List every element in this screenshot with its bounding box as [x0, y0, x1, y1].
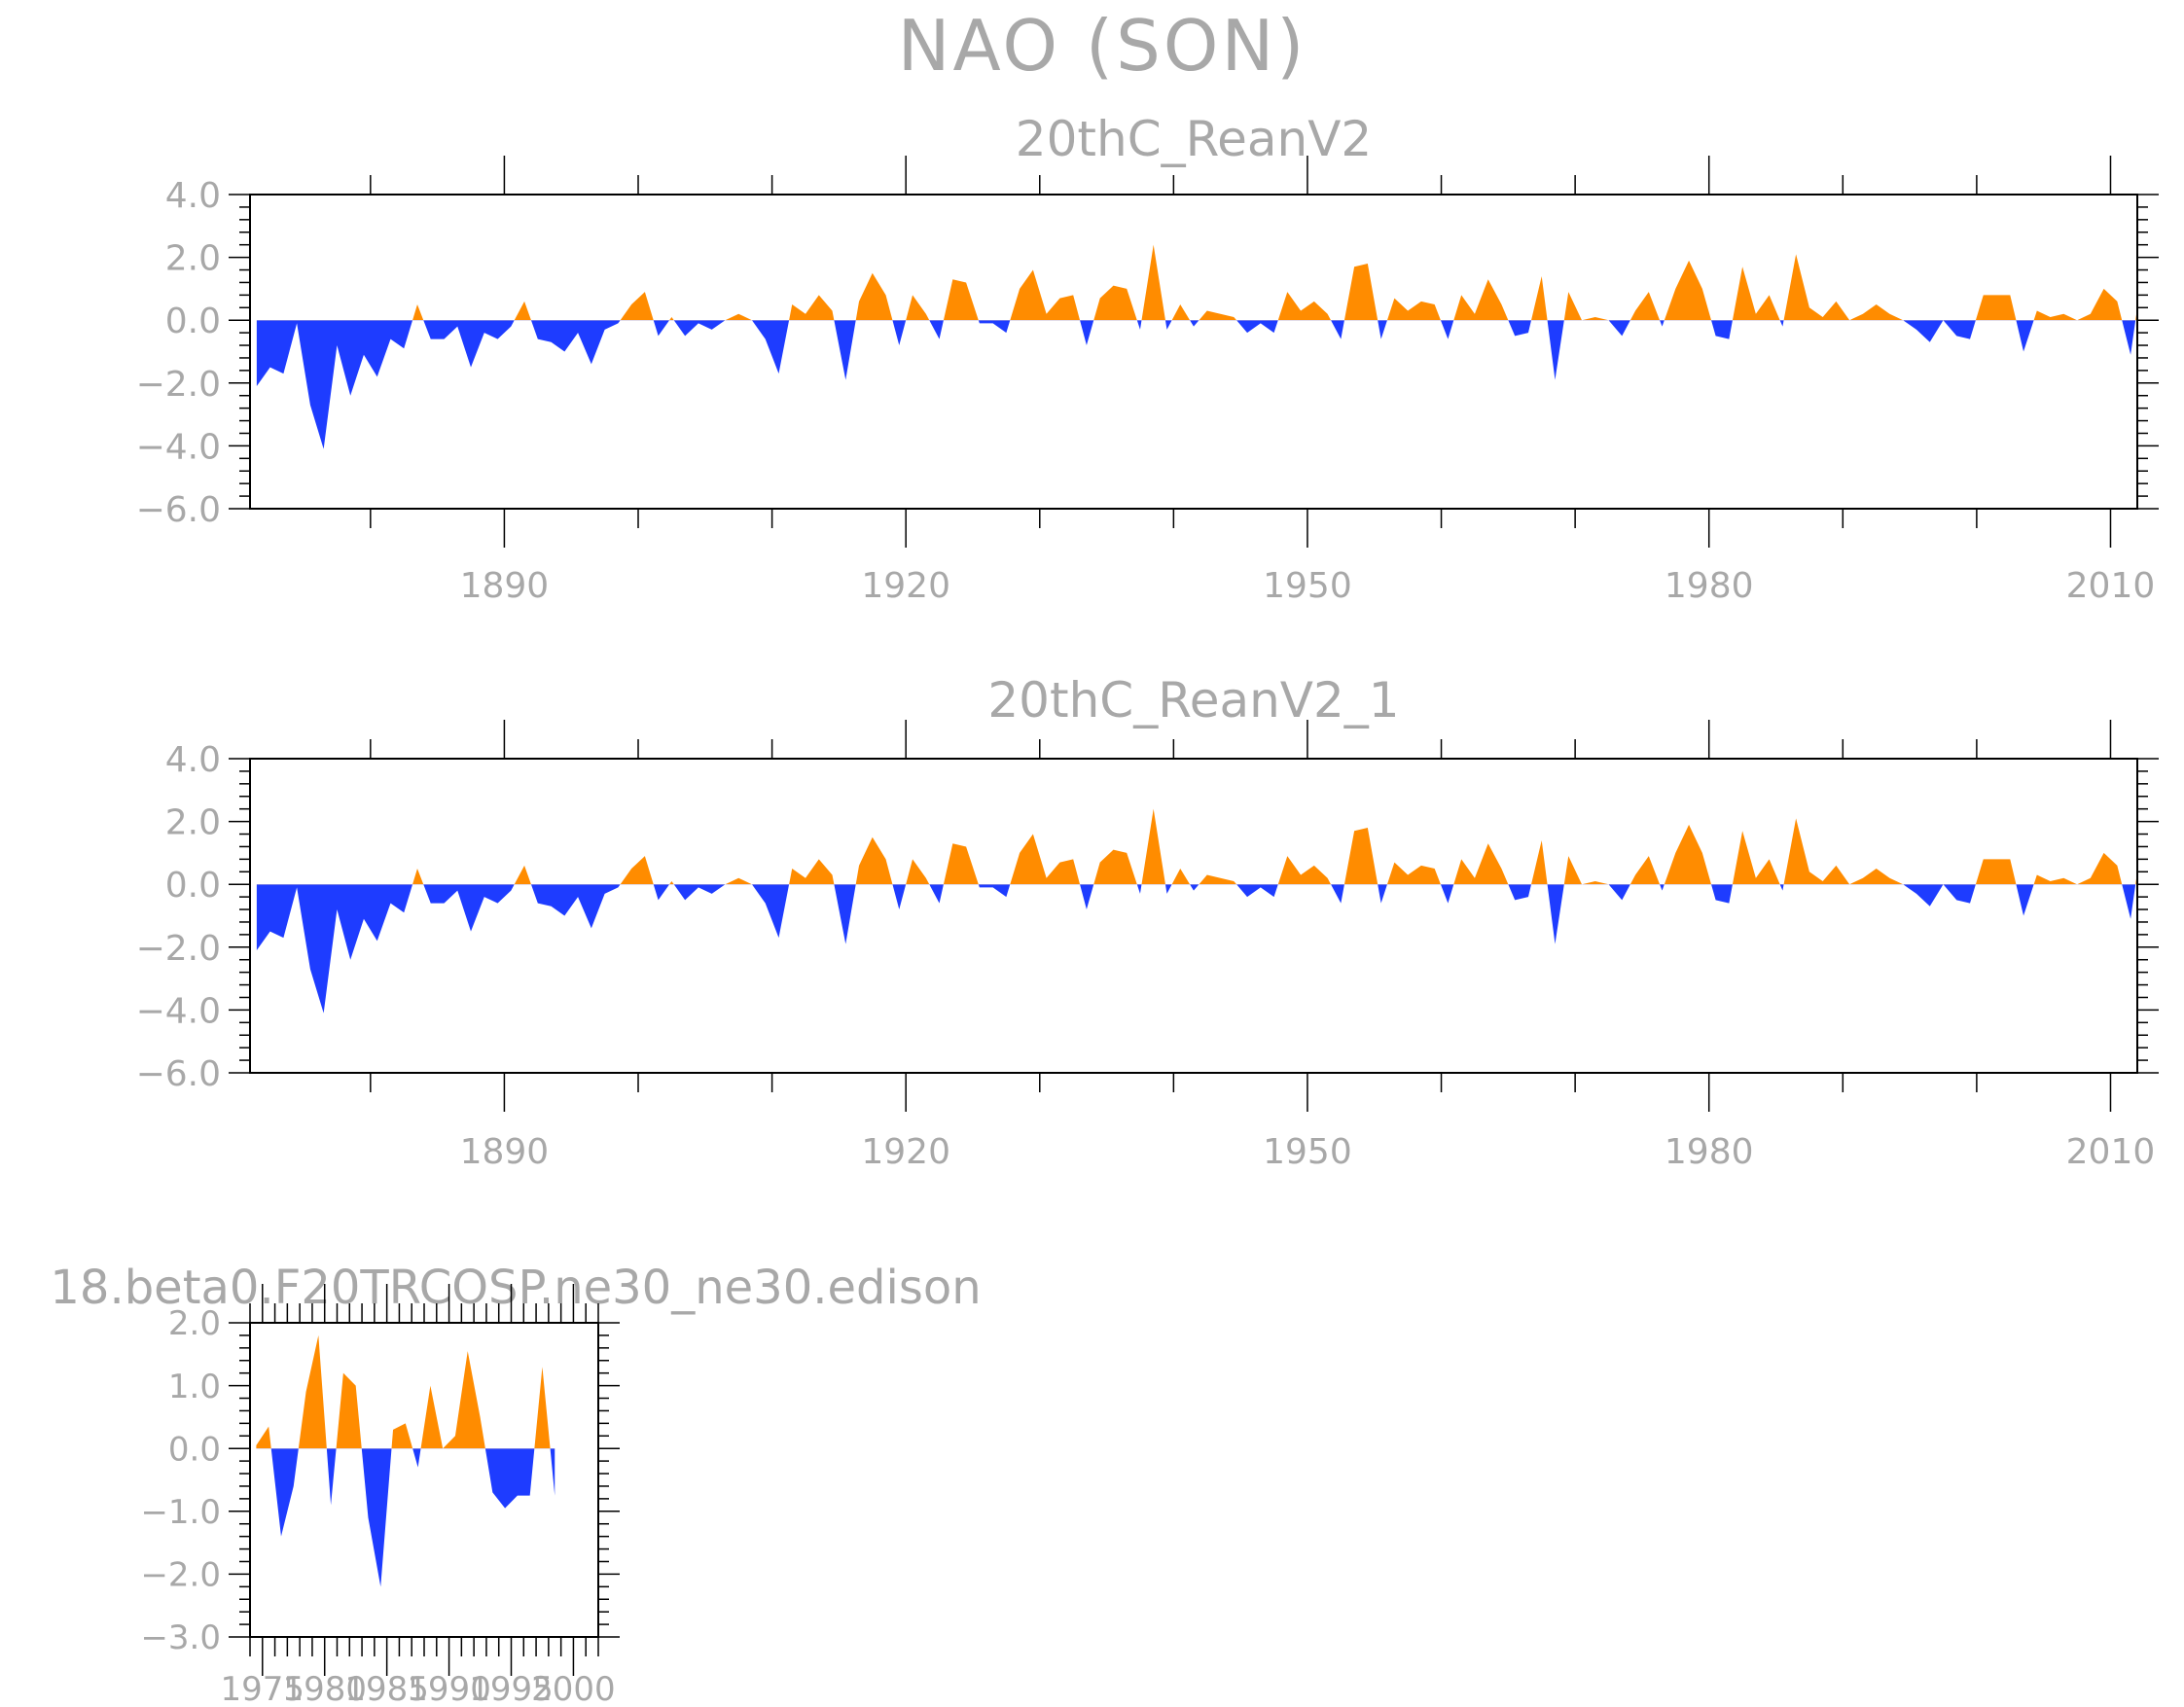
x-tick-label: 1890	[460, 566, 550, 606]
positive-area	[412, 244, 2137, 321]
y-tick-label: −6.0	[136, 1054, 221, 1094]
y-tick-label: 4.0	[165, 176, 221, 216]
x-tick-label: 1980	[1665, 1132, 1754, 1172]
x-tick-label: 1920	[861, 566, 950, 606]
y-tick-label: 0.0	[168, 1430, 221, 1469]
panel-title: 18.beta0.F20TRCOSP.ne30_ne30.edison	[50, 1261, 981, 1315]
y-tick-label: −3.0	[140, 1618, 221, 1657]
y-tick-label: 0.0	[165, 302, 221, 341]
x-tick-label: 2000	[531, 1670, 616, 1707]
y-tick-label: −4.0	[136, 991, 221, 1031]
y-tick-label: −6.0	[136, 490, 221, 530]
x-tick-label: 1980	[282, 1670, 367, 1707]
negative-area	[256, 884, 2136, 1014]
plot-frame	[249, 1322, 599, 1638]
chart-panel-1: 20thC_ReanV2 −6.0 −4.0 −2.0 0.0 2.0 4.0 1890 192…	[136, 111, 2159, 606]
chart-panel-3: 18.beta0.F20TRCOSP.ne30_ne30.edison −3.0 −…	[50, 1261, 981, 1707]
y-tick-label: 2.0	[165, 239, 221, 279]
x-tick-label: 1990	[407, 1670, 491, 1707]
y-tick-label: −2.0	[140, 1556, 221, 1595]
y-tick-label: −4.0	[136, 427, 221, 467]
chart-panel-2: 20thC_ReanV2_1 −6.0 −4.0 −2.0 0.0 2.0 4.0 1890 1…	[136, 672, 2159, 1172]
y-tick-label: 4.0	[165, 740, 221, 780]
y-tick-label: −2.0	[136, 929, 221, 969]
x-tick-label: 1995	[469, 1670, 554, 1707]
y-tick-label: −2.0	[136, 365, 221, 405]
x-tick-label: 1980	[1665, 566, 1754, 606]
figure-title: NAO (SON)	[898, 5, 1307, 87]
y-tick-label: −1.0	[140, 1493, 221, 1532]
x-tick-label: 2010	[2066, 566, 2156, 606]
positive-area	[256, 1334, 551, 1449]
x-tick-label: 2010	[2066, 1132, 2156, 1172]
x-tick-label: 1975	[221, 1670, 305, 1707]
y-tick-label: 2.0	[168, 1304, 221, 1343]
y-tick-label: 0.0	[165, 866, 221, 906]
positive-area	[412, 808, 2137, 885]
x-tick-label: 1920	[861, 1132, 950, 1172]
y-tick-label: 2.0	[165, 803, 221, 843]
panel-title: 20thC_ReanV2_1	[987, 672, 1399, 729]
x-tick-label: 1890	[460, 1132, 550, 1172]
x-tick-label: 1985	[344, 1670, 429, 1707]
x-tick-label: 1950	[1263, 566, 1352, 606]
negative-area	[256, 320, 2136, 449]
x-tick-label: 1950	[1263, 1132, 1352, 1172]
y-tick-label: 1.0	[168, 1368, 221, 1406]
chart-panels: 20thC_ReanV2 −6.0 −4.0 −2.0 0.0 2.0 4.0 1890 192…	[50, 111, 2159, 1707]
negative-area	[256, 1448, 555, 1587]
plot-frame	[249, 194, 2138, 510]
plot-frame	[249, 758, 2138, 1074]
panel-title: 20thC_ReanV2	[1016, 111, 1372, 167]
